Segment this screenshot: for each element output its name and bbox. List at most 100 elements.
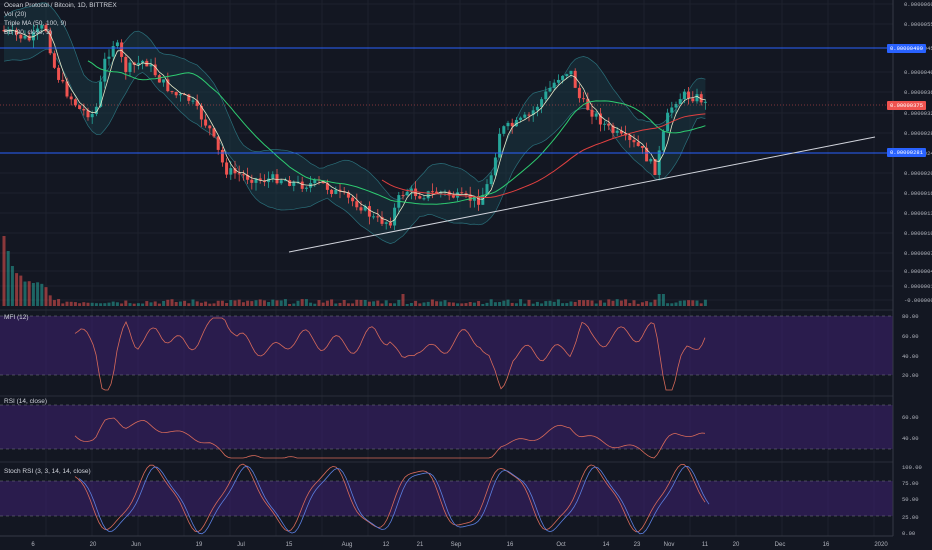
price-tick-label: 0.00000160 xyxy=(904,190,932,197)
volume-bar xyxy=(149,302,153,306)
candle xyxy=(355,201,359,208)
volume-bar xyxy=(523,303,527,306)
volume-bar xyxy=(615,299,619,306)
time-tick-label: Dec xyxy=(775,542,786,548)
price-tick-label: 0.00000100 xyxy=(904,230,932,237)
candle xyxy=(27,35,31,41)
legend-mfi[interactable]: MFI (12) xyxy=(4,314,29,321)
candle xyxy=(376,216,380,218)
legend-bollinger[interactable]: BB (20, close, 2) xyxy=(4,29,53,36)
volume-bar xyxy=(107,302,111,306)
legend-symbol[interactable]: Ocean Protocol / Bitcoin, 1D, BITTREX xyxy=(4,2,117,9)
candle xyxy=(691,98,695,102)
candle xyxy=(636,142,640,147)
volume-bar xyxy=(279,300,283,306)
volume-bar xyxy=(632,300,636,306)
stoch-rsi-pane[interactable] xyxy=(0,463,893,535)
candle xyxy=(225,162,229,175)
volume-bar xyxy=(674,302,678,306)
volume-bar xyxy=(661,294,665,306)
time-axis[interactable]: 6 20 Jun 19 Jul 15 Aug 12 21 Sep 16 Oct 14 23 Nov 11 20 D… xyxy=(0,535,893,548)
volume-bar xyxy=(414,300,418,306)
volume-bar xyxy=(99,303,103,306)
volume-bar xyxy=(124,300,128,306)
stoch-tick-label: 75.00 xyxy=(902,480,919,487)
legend-triple-ma[interactable]: Triple MA (50, 100, 9) xyxy=(4,20,67,27)
candle xyxy=(275,174,279,184)
price-axis[interactable]: 0.000006000.000005500.000004500.00000400… xyxy=(902,1,932,537)
volume-bar xyxy=(569,301,573,306)
volume-bar xyxy=(409,302,413,306)
volume-bar xyxy=(598,300,602,306)
volume-bar xyxy=(178,301,182,306)
volume-bar xyxy=(250,301,254,306)
volume-bar xyxy=(174,301,178,306)
volume-bar xyxy=(653,299,657,306)
volume-bar xyxy=(561,303,565,306)
volume-bar xyxy=(506,299,510,306)
stoch-tick-label: 100.00 xyxy=(902,464,922,471)
volume-bar xyxy=(246,300,250,306)
candle xyxy=(422,198,426,200)
candle xyxy=(19,34,23,39)
rsi-pane[interactable] xyxy=(0,404,893,459)
time-tick-label: 16 xyxy=(823,542,830,548)
volume-bar xyxy=(267,302,271,306)
volume-bar xyxy=(271,299,275,306)
volume-bar xyxy=(233,300,237,306)
candle xyxy=(212,128,216,137)
candle xyxy=(380,216,384,224)
legend-rsi[interactable]: RSI (14, close) xyxy=(4,398,47,405)
price-tick-label: 0.00000200 xyxy=(904,170,932,177)
candle xyxy=(229,168,233,175)
time-tick-label: 20 xyxy=(733,542,740,548)
volume-bar xyxy=(145,301,149,306)
candle xyxy=(514,119,518,127)
time-tick-label: 21 xyxy=(417,542,424,548)
candle xyxy=(254,178,258,183)
volume-bar xyxy=(460,303,464,306)
candle xyxy=(464,193,468,195)
price-tick-label: 0.00000400 xyxy=(904,69,932,76)
trendline[interactable] xyxy=(288,136,876,253)
volume-bar xyxy=(44,287,48,306)
volume-bar xyxy=(78,303,82,306)
candle xyxy=(485,184,489,196)
volume-bar xyxy=(670,303,674,306)
candle xyxy=(405,191,409,196)
candle xyxy=(325,183,329,190)
candle xyxy=(414,188,418,197)
candle xyxy=(653,159,657,175)
volume-bar xyxy=(183,300,187,306)
candle xyxy=(157,75,161,83)
candle xyxy=(178,94,182,96)
volume-bar xyxy=(330,299,334,306)
volume-bar xyxy=(645,301,649,306)
volume-bar xyxy=(359,299,363,306)
volume-bar xyxy=(464,303,468,306)
volume-bar xyxy=(649,302,653,306)
volume-bar xyxy=(393,303,397,306)
volume-bar xyxy=(447,302,451,306)
volume-bar xyxy=(275,300,279,306)
moving-averages xyxy=(3,28,706,223)
candle xyxy=(594,113,598,117)
volume-bar xyxy=(439,301,443,306)
volume-bar xyxy=(405,303,409,306)
volume-bar xyxy=(586,300,590,306)
volume-bar xyxy=(338,302,342,306)
legend-volume[interactable]: Vol (20) xyxy=(4,11,27,18)
candle xyxy=(136,62,140,65)
candle xyxy=(241,174,245,176)
volume-bar xyxy=(519,299,523,306)
time-tick-label: 23 xyxy=(634,542,641,548)
volume-bar xyxy=(304,299,308,306)
candle xyxy=(107,56,111,59)
time-tick-label: 11 xyxy=(702,542,709,548)
candle xyxy=(330,189,334,194)
legend-stoch-rsi[interactable]: Stoch RSI (3, 3, 14, 14, close) xyxy=(4,468,91,475)
mfi-pane[interactable] xyxy=(0,315,893,391)
volume-bar xyxy=(657,294,661,306)
candle xyxy=(615,130,619,133)
